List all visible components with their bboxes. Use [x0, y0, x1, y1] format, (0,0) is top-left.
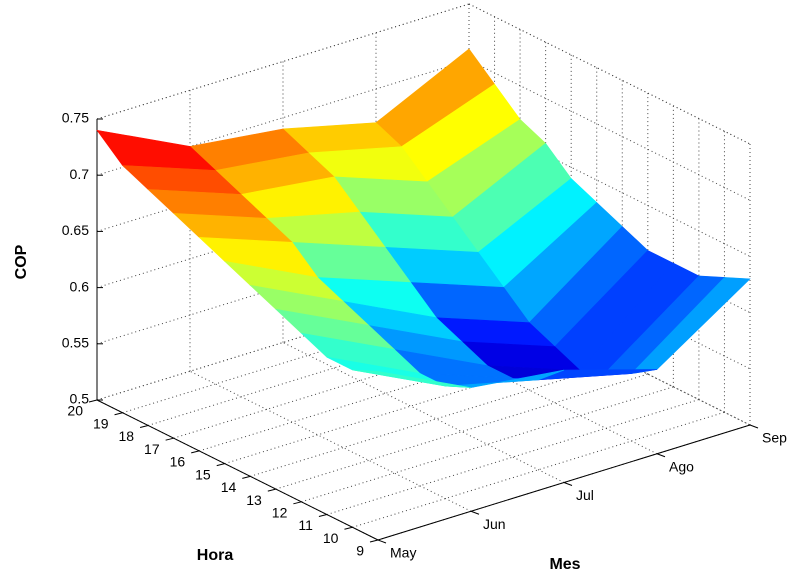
grid-line [468, 59, 751, 201]
grid-line [275, 373, 648, 490]
y-axis [96, 399, 379, 541]
x-tick-label: May [390, 545, 416, 561]
grid-line [326, 399, 700, 516]
y-tick-label: 13 [246, 492, 262, 508]
tick [563, 482, 573, 486]
z-tick-label: 0.65 [62, 222, 89, 238]
grid-line [352, 411, 725, 528]
x-tick-label: Ago [669, 458, 694, 474]
box-edge [468, 3, 751, 145]
y-tick-label: 20 [67, 403, 83, 419]
tick [369, 539, 379, 543]
tick [191, 450, 200, 454]
tick [470, 510, 480, 515]
surface-patch [352, 369, 472, 388]
tick [656, 453, 666, 458]
grid-line [189, 370, 472, 512]
y-tick-label: 11 [298, 517, 313, 533]
z-tick-label: 0.55 [62, 335, 89, 351]
x-tick-label: Sep [762, 430, 787, 446]
x-axis-title: Mes [549, 556, 580, 573]
tick [139, 424, 149, 428]
y-tick-label: 16 [170, 454, 186, 470]
tick [88, 399, 98, 403]
tick [377, 539, 387, 544]
tick [293, 501, 302, 505]
grid-line [301, 386, 674, 503]
y-tick-label: 15 [195, 466, 211, 482]
y-tick-label: 9 [356, 543, 364, 559]
tick [114, 412, 123, 416]
y-tick-label: 17 [144, 441, 160, 457]
tick [318, 514, 328, 518]
y-axis-title: Hora [197, 547, 234, 564]
tick [165, 437, 174, 441]
y-tick-label: 18 [119, 428, 135, 444]
y-tick-label: 19 [93, 415, 109, 431]
y-tick-label: 12 [272, 505, 288, 521]
y-tick-label: 14 [221, 479, 237, 495]
tick [242, 475, 251, 479]
z-axis-title: COP [13, 244, 30, 279]
z-tick-label: 0.75 [62, 110, 89, 126]
box-edge [96, 3, 470, 120]
tick [267, 488, 276, 492]
z-tick-label: 0.5 [70, 391, 90, 407]
tick [344, 526, 353, 530]
z-tick-label: 0.7 [70, 166, 90, 182]
x-tick-label: Jul [576, 487, 594, 503]
grid-line [250, 360, 623, 477]
y-tick-label: 10 [323, 530, 339, 546]
x-tick-label: Jun [483, 516, 506, 532]
tick [216, 463, 225, 467]
z-tick-label: 0.6 [70, 278, 90, 294]
tick [749, 424, 759, 429]
grid-line [375, 313, 658, 455]
grid-line [282, 342, 565, 483]
